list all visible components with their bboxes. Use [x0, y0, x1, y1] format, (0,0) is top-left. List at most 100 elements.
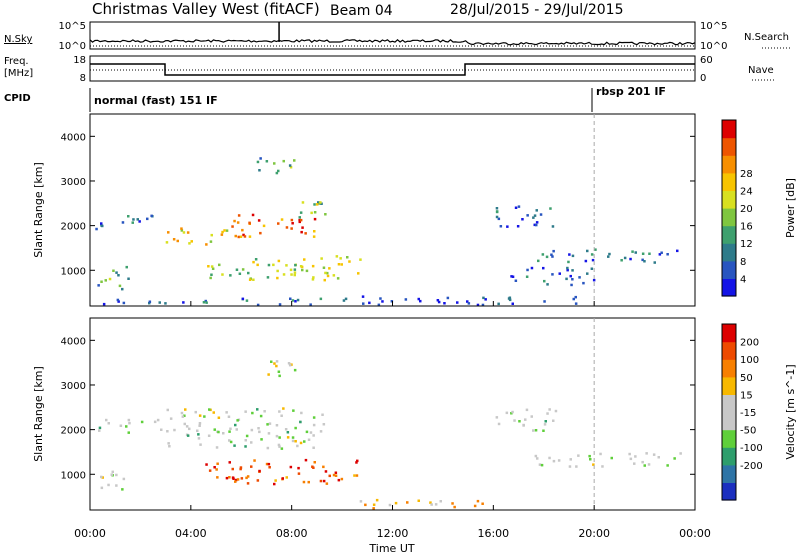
- power-heatmap-panel: 1000 2000 3000 4000 Slant Range [km]: [32, 113, 696, 307]
- heatmap-cell: [148, 300, 152, 303]
- heatmap-cell: [551, 225, 555, 228]
- heatmap-cell: [298, 216, 301, 219]
- heatmap-cell: [524, 418, 527, 421]
- heatmap-cell: [676, 249, 679, 253]
- heatmap-cell: [234, 478, 238, 482]
- heatmap-cell: [146, 217, 149, 221]
- heatmap-cell: [209, 276, 212, 280]
- heatmap-cell: [267, 432, 271, 435]
- heatmap-cell: [545, 255, 549, 259]
- heatmap-cell: [334, 474, 338, 477]
- freq-label-line2: [MHz]: [4, 68, 33, 79]
- heatmap-cell: [293, 273, 296, 277]
- heatmap-cell: [116, 298, 120, 302]
- heatmap-cell: [250, 441, 253, 444]
- heatmap-cell: [217, 416, 221, 419]
- heatmap-cell: [633, 462, 636, 465]
- colorbar-tick-label: 15: [740, 390, 753, 401]
- heatmap-cell: [294, 263, 297, 267]
- heatmap-cell: [548, 408, 551, 411]
- heatmap-cell: [571, 269, 574, 272]
- heatmap-cell: [286, 436, 290, 439]
- heatmap-cell: [582, 281, 585, 285]
- heatmap-cell: [309, 431, 313, 434]
- heatmap-cell: [241, 228, 244, 232]
- heatmap-cell: [629, 257, 632, 261]
- heatmap-cell: [273, 482, 276, 486]
- heatmap-cell: [589, 458, 592, 461]
- heatmap-cell: [311, 264, 315, 268]
- heatmap-cell: [160, 428, 163, 431]
- heatmap-cell: [166, 430, 169, 433]
- heatmap-cell: [190, 240, 193, 243]
- heatmap-cell: [307, 480, 310, 484]
- colorbar-tick-label: 20: [740, 204, 753, 215]
- heatmap-cell: [658, 253, 662, 256]
- nsky-series: [89, 22, 696, 47]
- heatmap-cell: [594, 248, 597, 251]
- y-tick-label: 4000: [61, 336, 86, 347]
- heatmap-cell: [289, 166, 293, 169]
- heatmap-cell: [168, 445, 171, 448]
- heatmap-cell: [197, 433, 200, 436]
- heatmap-cell: [495, 207, 499, 210]
- heatmap-cell: [118, 284, 122, 288]
- heatmap-cell: [131, 221, 134, 224]
- heatmap-cell: [643, 260, 646, 263]
- heatmap-cell: [291, 299, 295, 302]
- x-tick-label: 12:00: [377, 527, 409, 540]
- colorbar-swatch: [722, 225, 736, 244]
- heatmap-cell: [379, 297, 382, 300]
- colorbar-tick-label: 16: [740, 222, 753, 233]
- heatmap-cell: [481, 303, 485, 307]
- colorbar-tick-label: 50: [740, 373, 753, 384]
- x-tick-label: 04:00: [175, 527, 207, 540]
- heatmap-cell: [273, 162, 276, 165]
- heatmap-cell: [276, 269, 279, 273]
- cpid-label: CPID: [4, 93, 31, 104]
- heatmap-cell: [339, 257, 342, 260]
- heatmap-cell: [641, 252, 645, 255]
- heatmap-cell: [121, 221, 125, 224]
- heatmap-cell: [544, 420, 547, 423]
- heatmap-cell: [666, 464, 669, 467]
- heatmap-cell: [294, 440, 297, 443]
- heatmap-cell: [248, 278, 252, 281]
- heatmap-cell: [196, 429, 199, 432]
- colorbar-swatch: [722, 260, 736, 279]
- heatmap-cell: [223, 229, 226, 232]
- heatmap-cell: [180, 229, 184, 232]
- heatmap-cell: [285, 264, 288, 267]
- heatmap-cell: [221, 230, 224, 234]
- heatmap-cell: [117, 300, 120, 303]
- heatmap-cell: [497, 302, 500, 306]
- colorbar-tick-label: 200: [740, 338, 759, 349]
- heatmap-cell: [299, 211, 303, 214]
- heatmap-cell: [303, 258, 306, 261]
- heatmap-cell: [107, 483, 110, 487]
- heatmap-cell: [505, 411, 509, 415]
- heatmap-cell: [299, 420, 302, 424]
- heatmap-cell: [451, 502, 454, 505]
- heatmap-cell: [236, 221, 240, 224]
- heatmap-cell: [296, 444, 299, 448]
- heatmap-cell: [530, 266, 534, 270]
- heatmap-cell: [526, 214, 529, 217]
- heatmap-cell: [569, 458, 572, 461]
- heatmap-cell: [381, 300, 384, 303]
- heatmap-cell: [156, 418, 160, 422]
- heatmap-cell: [188, 242, 191, 245]
- heatmap-cell: [326, 271, 329, 275]
- x-tick-label: 00:00: [679, 527, 711, 540]
- heatmap-cell: [258, 430, 261, 434]
- heatmap-cell: [239, 466, 243, 469]
- heatmap-cell: [180, 227, 183, 230]
- heatmap-cell: [516, 225, 520, 228]
- colorbar-tick-label: 8: [740, 257, 746, 268]
- heatmap-cell: [275, 424, 279, 427]
- heatmap-cell: [322, 423, 326, 426]
- cpid-mode-rbsp: rbsp 201 IF: [596, 85, 666, 98]
- heatmap-cell: [511, 302, 514, 305]
- heatmap-cell: [239, 467, 242, 471]
- heatmap-cell: [436, 299, 440, 302]
